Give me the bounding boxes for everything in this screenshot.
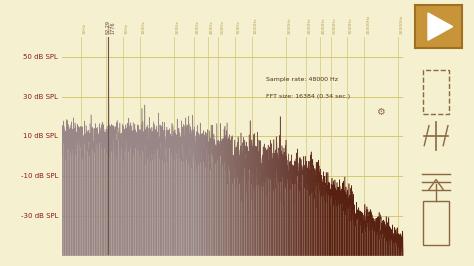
Text: 30 dB SPL: 30 dB SPL: [23, 94, 58, 100]
Text: 3000Hz: 3000Hz: [308, 18, 311, 34]
Text: 200Hz: 200Hz: [175, 20, 180, 34]
Text: 7000Hz: 7000Hz: [349, 18, 353, 34]
Text: Sample rate: 48000 Hz: Sample rate: 48000 Hz: [266, 77, 338, 81]
Bar: [423, 202, 449, 245]
Text: 300Hz: 300Hz: [195, 20, 199, 34]
Text: 500Hz: 500Hz: [220, 20, 224, 34]
Text: 30Hz: 30Hz: [83, 23, 87, 34]
Text: 70Hz: 70Hz: [124, 23, 128, 34]
Text: 50 dB SPL: 50 dB SPL: [23, 54, 58, 60]
Text: 2000Hz: 2000Hz: [288, 18, 292, 34]
Text: 400Hz: 400Hz: [210, 20, 213, 34]
Text: -30 dB SPL: -30 dB SPL: [21, 213, 58, 219]
Polygon shape: [428, 13, 453, 40]
Text: 52.29: 52.29: [106, 20, 111, 34]
Text: 1000Hz: 1000Hz: [254, 18, 258, 34]
Bar: [423, 70, 449, 114]
Text: 10000Hz: 10000Hz: [366, 15, 370, 34]
Text: -10 dB SPL: -10 dB SPL: [21, 173, 58, 179]
Text: 100Hz: 100Hz: [142, 20, 146, 34]
Text: 20000Hz: 20000Hz: [400, 15, 404, 34]
Text: 10 dB SPL: 10 dB SPL: [23, 133, 58, 139]
Text: 4000Hz: 4000Hz: [321, 18, 326, 34]
Text: 1776: 1776: [110, 22, 115, 34]
Text: FFT size: 16384 (0.34 sec.): FFT size: 16384 (0.34 sec.): [266, 94, 350, 99]
Text: ⚙: ⚙: [376, 107, 385, 117]
Text: 50Hz: 50Hz: [108, 23, 112, 34]
Text: 5000Hz: 5000Hz: [332, 17, 337, 34]
Text: 700Hz: 700Hz: [237, 20, 241, 34]
